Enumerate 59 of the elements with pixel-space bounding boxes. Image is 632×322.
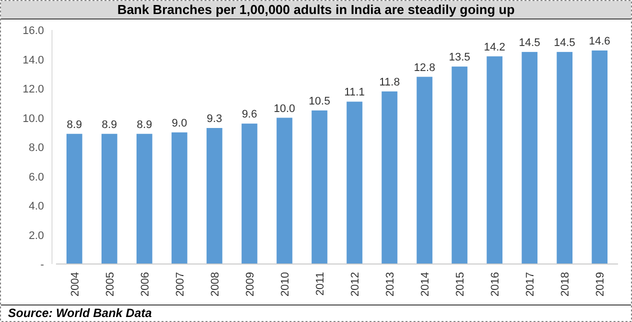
x-tick-label: 2013 — [384, 272, 397, 296]
x-tick-label: 2005 — [104, 272, 116, 296]
bar — [276, 118, 292, 264]
bar — [206, 128, 222, 264]
x-tick-label: 2010 — [279, 272, 292, 296]
x-tick-label: 2004 — [69, 272, 82, 296]
data-label: 9.3 — [206, 112, 222, 125]
data-label: 14.5 — [554, 36, 576, 49]
bar — [592, 50, 608, 264]
data-label: 11.1 — [344, 86, 365, 99]
y-tick-label: 8.0 — [28, 142, 44, 154]
data-label: 8.9 — [136, 118, 152, 131]
bar — [452, 66, 468, 264]
data-label: 14.5 — [518, 36, 540, 49]
bar — [556, 52, 572, 264]
data-label: 8.9 — [66, 118, 82, 131]
bar — [172, 132, 188, 264]
data-label: 14.2 — [484, 41, 506, 54]
x-tick-label: 2015 — [454, 272, 467, 296]
y-tick-label: 16.0 — [22, 25, 44, 37]
x-tick-label: 2011 — [314, 272, 326, 296]
bar — [416, 76, 432, 264]
bar — [312, 110, 328, 264]
data-label: 14.6 — [588, 35, 610, 48]
x-tick-label: 2006 — [139, 272, 152, 296]
data-label: 9.6 — [242, 108, 258, 121]
source-note: Source: World Bank Data — [8, 306, 152, 320]
bar — [486, 56, 502, 264]
x-tick-label: 2018 — [560, 272, 572, 296]
y-tick-label: 10.0 — [22, 112, 44, 125]
bar — [382, 91, 398, 264]
x-tick-label: 2007 — [174, 272, 186, 296]
data-label: 10.0 — [274, 102, 296, 115]
x-tick-label: 2017 — [524, 272, 537, 296]
data-label: 9.0 — [172, 117, 188, 130]
bar — [102, 134, 118, 264]
x-tick-label: 2019 — [594, 272, 607, 296]
x-tick-label: 2009 — [244, 272, 256, 296]
y-tick-label: 12.0 — [22, 84, 44, 96]
y-tick-label: - — [40, 259, 44, 271]
chart-title: Bank Branches per 1,00,000 adults in India are steadily going up — [117, 2, 515, 17]
x-tick-label: 2016 — [490, 272, 502, 296]
data-label: 13.5 — [448, 52, 470, 64]
bar — [346, 102, 362, 264]
data-label: 10.5 — [308, 95, 330, 108]
data-label: 12.8 — [414, 62, 436, 74]
bar — [522, 52, 538, 264]
bar — [136, 134, 152, 264]
bar — [66, 134, 82, 264]
x-tick-label: 2012 — [350, 272, 362, 296]
x-tick-label: 2014 — [420, 272, 432, 296]
y-tick-label: 14.0 — [22, 54, 44, 66]
bar — [242, 124, 258, 264]
data-label: 8.9 — [102, 118, 118, 131]
y-tick-label: 6.0 — [28, 171, 44, 184]
data-label: 11.8 — [379, 76, 400, 88]
y-tick-label: 2.0 — [28, 230, 44, 242]
x-tick-label: 2008 — [209, 272, 222, 296]
y-tick-label: 4.0 — [28, 200, 44, 212]
